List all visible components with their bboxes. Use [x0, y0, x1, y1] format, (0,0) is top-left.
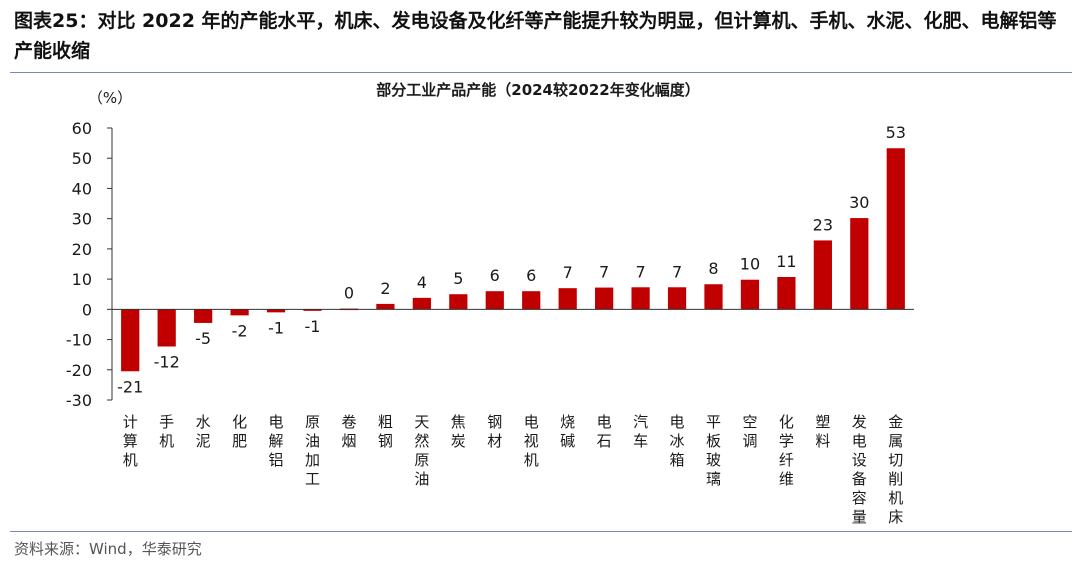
- x-tick-label: 汽车: [633, 413, 648, 450]
- data-label: 53: [886, 123, 906, 142]
- data-label: 11: [776, 252, 796, 271]
- x-tick-label: 金属切削机床: [888, 413, 903, 526]
- bar: [558, 288, 577, 310]
- source-divider: [10, 531, 1072, 532]
- y-axis: 60 50 40 30 20 10 0 -10 -20 -30: [66, 119, 113, 410]
- data-label: 7: [563, 263, 573, 282]
- data-label: 10: [740, 255, 760, 274]
- x-tick-label: 烧碱: [560, 413, 575, 450]
- y-tick-label: 30: [72, 210, 92, 229]
- x-tick-label: 塑料: [815, 413, 830, 450]
- data-label: 7: [635, 262, 645, 281]
- x-tick-label: 焦炭: [451, 413, 466, 450]
- bar: [631, 287, 650, 310]
- y-tick-label: 20: [72, 240, 92, 259]
- y-tick-label: 60: [72, 119, 92, 138]
- data-label: 4: [417, 273, 427, 292]
- source-note: 资料来源：Wind，华泰研究: [14, 540, 202, 558]
- bar: [667, 287, 687, 310]
- x-tick-label: 原油加工: [305, 413, 320, 488]
- x-tick-label: 电冰箱: [670, 413, 685, 469]
- bar: [777, 276, 796, 310]
- x-tick-label: 化学纤维: [779, 413, 794, 488]
- x-tick-label: 水泥: [196, 413, 211, 450]
- x-tick-label: 计算机: [123, 413, 138, 469]
- data-label: -21: [117, 377, 143, 396]
- bar: [230, 309, 249, 316]
- x-tick-label: 粗钢: [378, 413, 393, 450]
- x-tick-label: 空调: [742, 413, 757, 450]
- x-tick-label: 电视机: [524, 413, 539, 469]
- data-label: -1: [305, 317, 321, 336]
- data-label: 30: [849, 193, 869, 212]
- data-labels: -21 -12 -5 -2 -1 -1 0 2 4 5 6 6 7 7 7 7 8 10 11 23 30 53: [117, 123, 906, 396]
- figure-caption: 图表25：对比 2022 年的产能水平，机床、发电设备及化纤等产能提升较为明显，…: [14, 10, 1057, 62]
- bar: [412, 297, 431, 310]
- bar: [522, 291, 541, 310]
- bar: [485, 291, 504, 310]
- data-label: 7: [672, 262, 682, 281]
- data-label: 8: [708, 259, 718, 278]
- bar: [376, 303, 395, 310]
- data-label: 5: [453, 269, 463, 288]
- bar: [740, 279, 760, 310]
- bar: [194, 309, 213, 323]
- data-label: 6: [526, 266, 536, 285]
- data-label: 23: [813, 215, 833, 234]
- data-label: -2: [232, 321, 248, 340]
- bar: [303, 309, 322, 311]
- y-tick-label: 0: [82, 300, 92, 319]
- x-tick-label: 天然原油: [414, 413, 429, 488]
- bar: [850, 218, 869, 310]
- bars: [121, 148, 905, 372]
- caption-divider: [10, 72, 1072, 73]
- data-label: 0: [344, 284, 354, 303]
- data-label: -12: [154, 353, 180, 372]
- y-tick-label: 40: [72, 179, 92, 198]
- bar: [595, 287, 614, 310]
- data-label: 2: [380, 279, 390, 298]
- chart-title: 部分工业产品产能（2024较2022年变化幅度）: [376, 81, 700, 99]
- x-tick-label: 平板玻璃: [706, 413, 721, 488]
- y-tick-label: -20: [66, 361, 92, 380]
- data-label: 7: [599, 263, 609, 282]
- y-tick-label: 50: [72, 149, 92, 168]
- bar: [449, 294, 468, 310]
- bar: [266, 309, 286, 313]
- x-tick-label: 化肥: [232, 413, 247, 450]
- data-label: -5: [195, 329, 211, 348]
- x-tick-label: 手机: [159, 413, 174, 450]
- x-tick-label: 卷烟: [341, 413, 356, 450]
- bar: [704, 284, 723, 310]
- bar: [813, 240, 832, 310]
- x-tick-label: 电石: [597, 413, 612, 450]
- y-tick-label: -10: [66, 331, 92, 350]
- x-tick-label: 钢材: [487, 413, 502, 450]
- y-axis-unit-label: （%）: [88, 89, 132, 107]
- bar: [886, 148, 905, 310]
- data-label: -1: [268, 318, 284, 337]
- data-label: 6: [490, 266, 500, 285]
- y-tick-label: 10: [72, 270, 92, 289]
- x-tick-label: 发电设备容量: [852, 413, 867, 526]
- bar: [157, 309, 176, 347]
- x-tick-label: 电解铝: [269, 413, 284, 469]
- y-tick-label: -30: [66, 391, 92, 410]
- bar: [121, 309, 140, 372]
